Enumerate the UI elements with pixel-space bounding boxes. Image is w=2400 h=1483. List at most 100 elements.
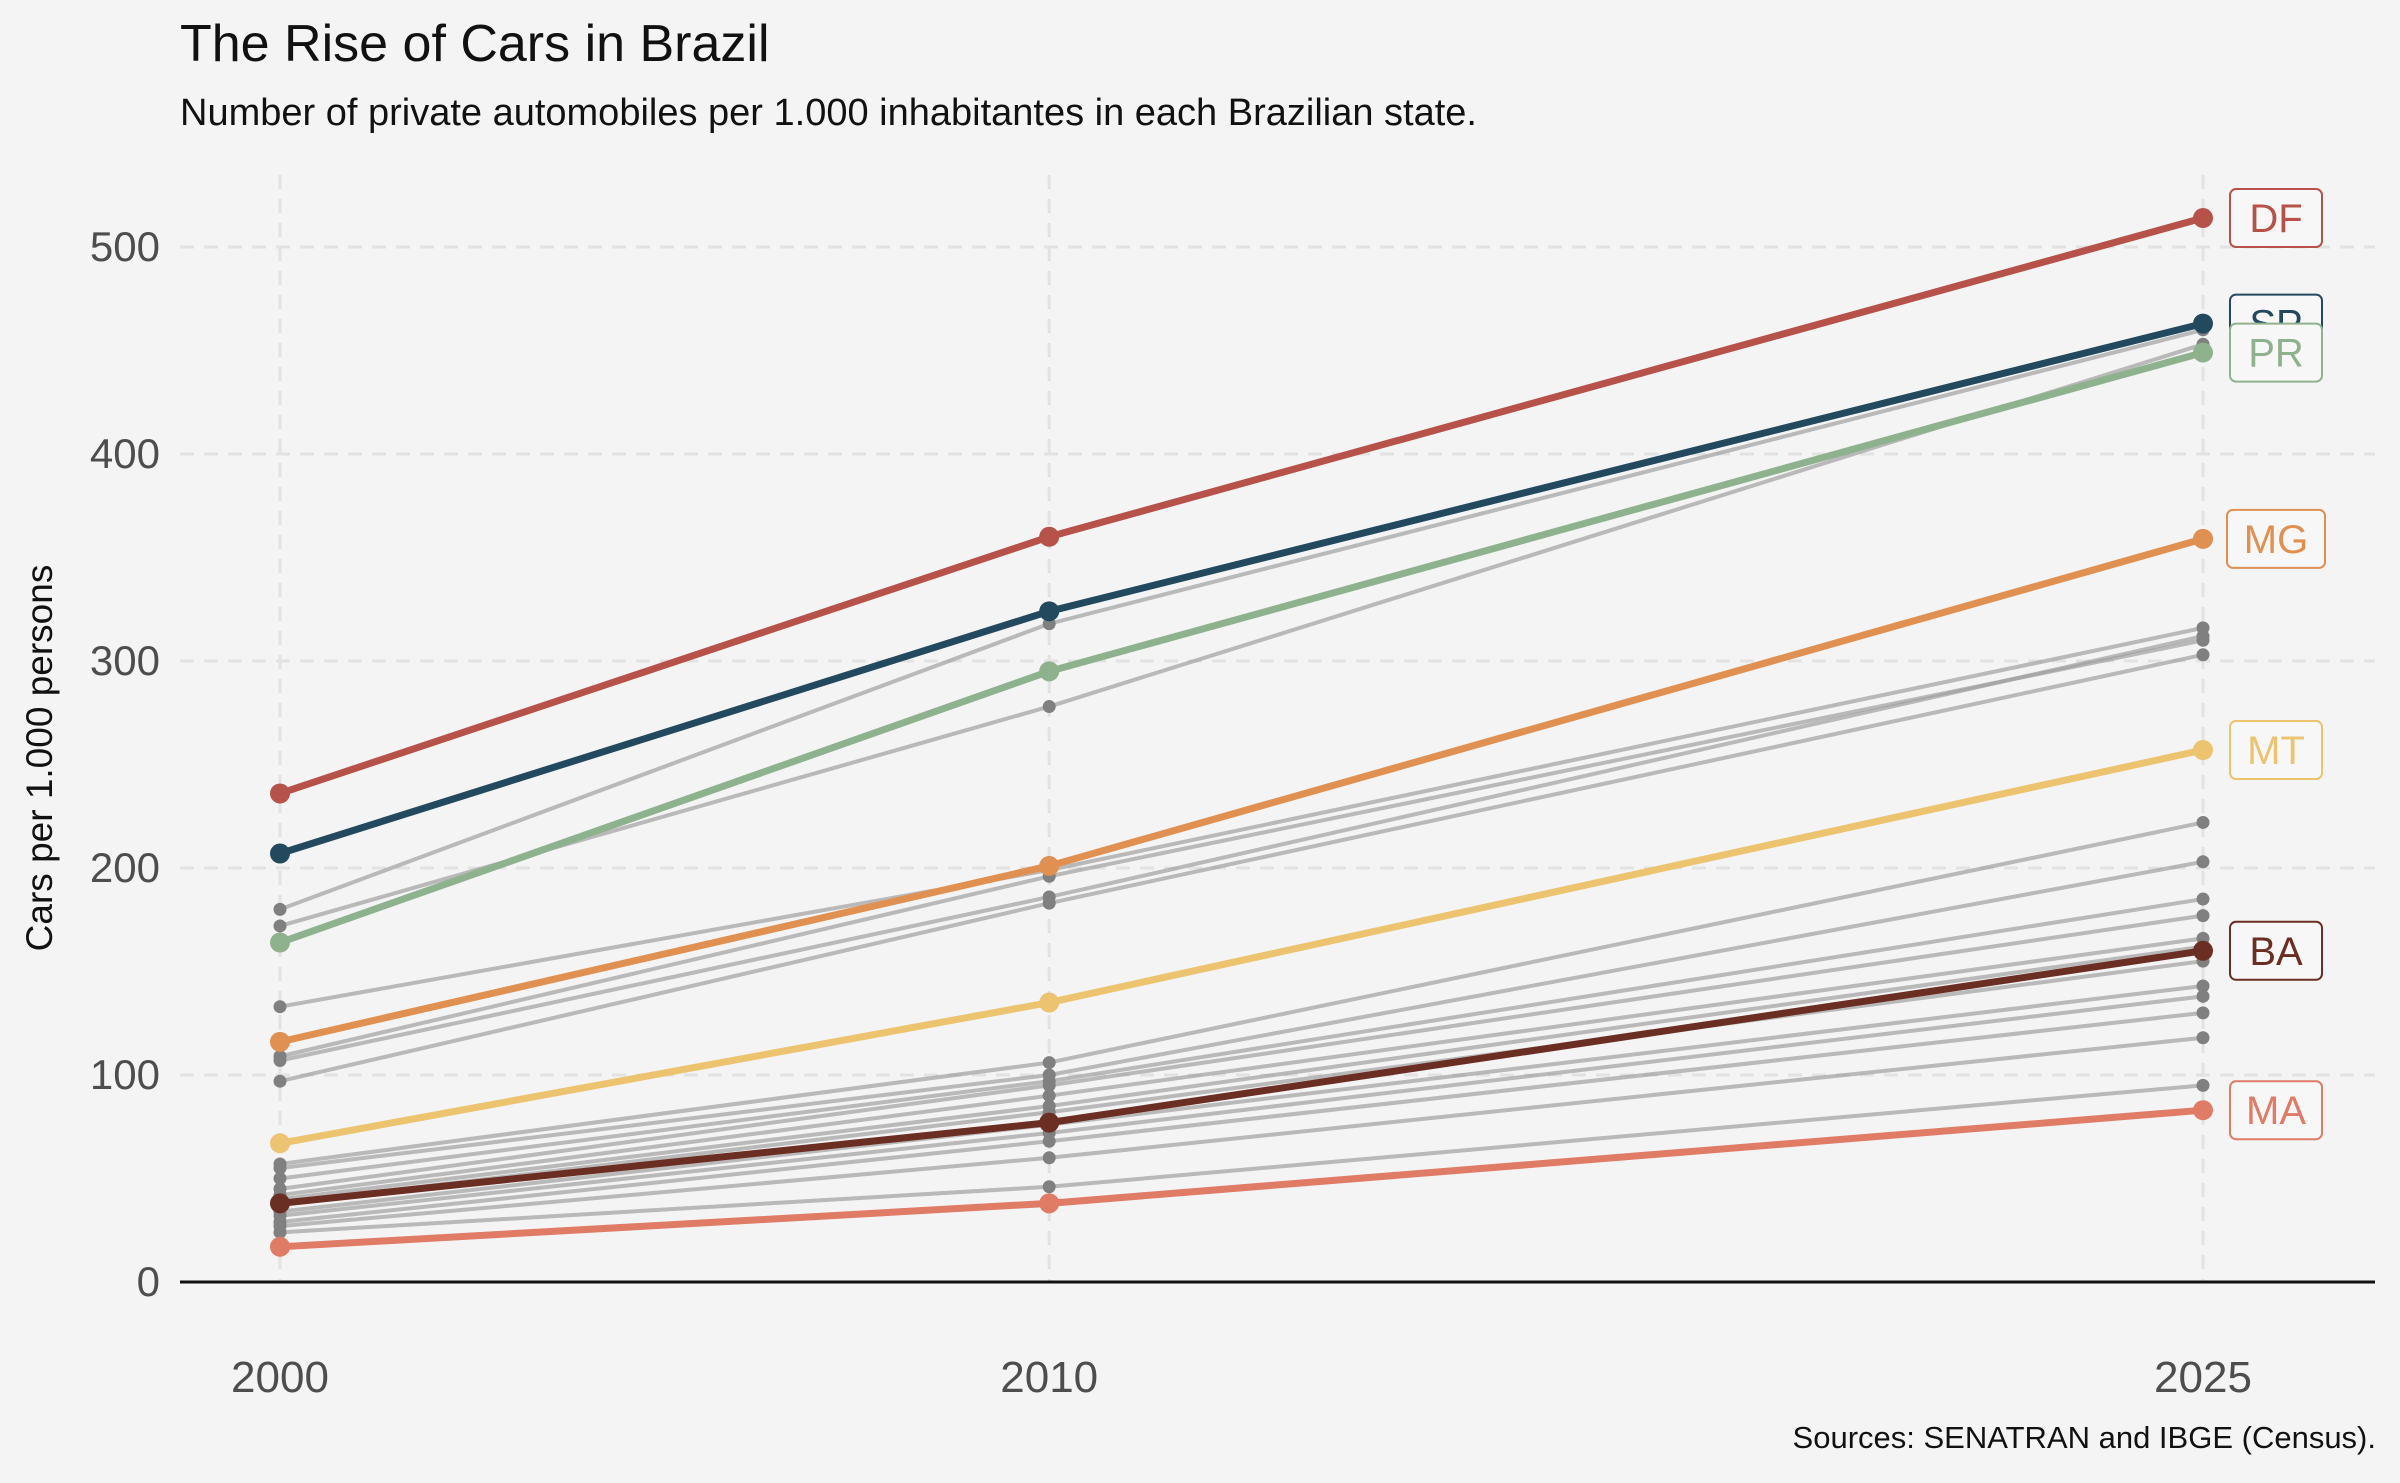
other-state-point bbox=[1042, 1180, 1056, 1194]
y-tick-label: 400 bbox=[90, 430, 160, 477]
other-state-point bbox=[273, 1049, 287, 1063]
label-text: BA bbox=[2249, 930, 2303, 974]
other-state-point bbox=[2196, 979, 2210, 993]
chart-title: The Rise of Cars in Brazil bbox=[180, 15, 770, 73]
series-mg-point bbox=[270, 1031, 290, 1052]
label-box bbox=[2229, 322, 2323, 383]
series-pr bbox=[270, 342, 2213, 953]
label-ma: MA bbox=[2229, 1080, 2323, 1141]
series-pr-point bbox=[1039, 661, 1060, 682]
grid-lines bbox=[180, 175, 2375, 1282]
x-tick-label: 2010 bbox=[1000, 1353, 1098, 1402]
series-sp-point bbox=[2193, 313, 2213, 334]
series-mt-point bbox=[270, 1133, 290, 1154]
other-state-point bbox=[1042, 1089, 1056, 1103]
other-state-point bbox=[273, 1000, 287, 1014]
other-state-point bbox=[2196, 1006, 2210, 1020]
other-state-series bbox=[273, 648, 2210, 1088]
other-state-point bbox=[273, 1225, 287, 1239]
highlighted-states-series bbox=[270, 208, 2213, 1257]
label-df: DF bbox=[2229, 188, 2323, 249]
label-box bbox=[2229, 920, 2323, 981]
label-text: MG bbox=[2244, 518, 2308, 562]
series-pr-point bbox=[2193, 342, 2213, 363]
series-ba-point bbox=[2193, 940, 2213, 961]
label-text: DF bbox=[2249, 197, 2302, 241]
label-mg: MG bbox=[2226, 508, 2326, 569]
label-box bbox=[2226, 508, 2326, 569]
series-ma-point bbox=[1039, 1193, 1060, 1214]
other-state-point bbox=[2196, 648, 2210, 662]
series-mt bbox=[270, 740, 2213, 1154]
y-axis-label: Cars per 1.000 persons bbox=[19, 565, 60, 952]
series-df-point bbox=[2193, 208, 2213, 229]
x-tick-label: 2000 bbox=[231, 1353, 329, 1402]
other-state-point bbox=[1042, 1134, 1056, 1148]
series-mg-point bbox=[1039, 855, 1060, 876]
label-text: PR bbox=[2248, 332, 2304, 376]
series-end-labels: DFSPPRMGMTBAMA bbox=[2226, 188, 2326, 1141]
other-state-point bbox=[2196, 815, 2210, 829]
series-df-point bbox=[1039, 526, 1060, 547]
other-state-point bbox=[2196, 909, 2210, 923]
other-state-series bbox=[273, 633, 2210, 1063]
label-box bbox=[2229, 720, 2323, 781]
series-mg-line bbox=[276, 535, 2207, 1046]
other-state-point bbox=[1042, 896, 1056, 910]
series-mg-point bbox=[2193, 528, 2213, 549]
other-state-line bbox=[279, 625, 2204, 1009]
other-state-point bbox=[2196, 1078, 2210, 1092]
other-states-series bbox=[273, 323, 2210, 1239]
chart-subtitle: Number of private automobiles per 1.000 … bbox=[180, 92, 1477, 134]
other-state-point bbox=[1042, 700, 1056, 714]
series-sp-point bbox=[1039, 601, 1060, 622]
series-ba bbox=[270, 940, 2213, 1214]
other-state-point bbox=[2196, 989, 2210, 1003]
series-ba-point bbox=[1039, 1112, 1060, 1133]
series-mt-point bbox=[1039, 992, 1060, 1013]
y-tick-label: 200 bbox=[90, 844, 160, 891]
other-state-point bbox=[2196, 855, 2210, 869]
series-ma-point bbox=[2193, 1100, 2213, 1121]
other-state-point bbox=[273, 1074, 287, 1088]
series-ma-point bbox=[270, 1236, 290, 1257]
other-state-point bbox=[2196, 633, 2210, 647]
label-mt: MT bbox=[2229, 720, 2323, 781]
series-mt-point bbox=[2193, 740, 2213, 761]
label-pr: PR bbox=[2229, 322, 2323, 383]
x-tick-label: 2025 bbox=[2154, 1353, 2252, 1402]
other-state-point bbox=[2196, 892, 2210, 906]
other-state-point bbox=[2196, 1031, 2210, 1045]
label-box bbox=[2229, 1080, 2323, 1141]
series-pr-point bbox=[270, 932, 290, 953]
label-text: MA bbox=[2246, 1089, 2306, 1133]
label-ba: BA bbox=[2229, 920, 2323, 981]
other-state-point bbox=[1042, 1151, 1056, 1165]
other-state-point bbox=[273, 1172, 287, 1185]
other-state-series bbox=[273, 1078, 2210, 1239]
other-state-line bbox=[279, 994, 2204, 1218]
label-box bbox=[2229, 188, 2323, 249]
y-axis-tick-labels: 0 100 200 300 400 500 bbox=[90, 223, 160, 1305]
series-df-line bbox=[276, 214, 2207, 797]
series-sp-point bbox=[270, 843, 290, 864]
series-ba-point bbox=[270, 1193, 290, 1214]
series-mg bbox=[270, 528, 2213, 1052]
other-state-point bbox=[1042, 1056, 1056, 1070]
other-state-point bbox=[273, 902, 287, 916]
x-axis-tick-labels: 2000 2010 2025 bbox=[231, 1353, 2252, 1402]
label-text: MT bbox=[2247, 729, 2305, 773]
y-tick-label: 300 bbox=[90, 637, 160, 684]
other-state-point bbox=[1042, 1078, 1056, 1092]
other-state-point bbox=[273, 1161, 287, 1175]
series-df bbox=[270, 208, 2213, 804]
other-state-line bbox=[279, 944, 2204, 1202]
other-state-point bbox=[273, 919, 287, 933]
series-sp bbox=[270, 313, 2213, 864]
other-state-series bbox=[273, 621, 2210, 1014]
chart-caption: Sources: SENATRAN and IBGE (Census). bbox=[1792, 1420, 2376, 1455]
series-ma bbox=[270, 1100, 2213, 1257]
y-tick-label: 0 bbox=[137, 1258, 160, 1305]
y-tick-label: 500 bbox=[90, 223, 160, 270]
